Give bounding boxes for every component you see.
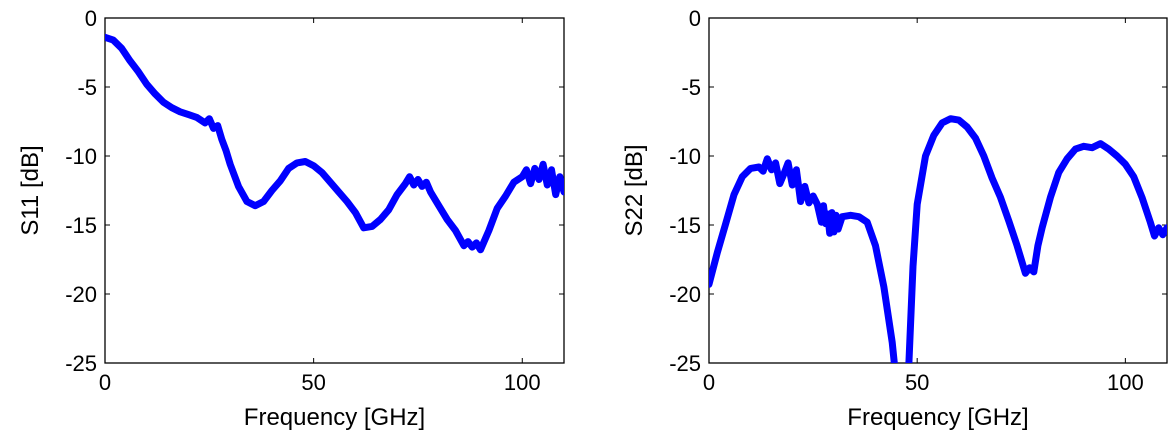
s22-y-tick-label-2: -10 (669, 144, 701, 169)
s22-series-line-0 (709, 115, 1167, 363)
s11-y-tick-label-4: -20 (65, 282, 97, 307)
s11-x-tick-label-1: 50 (301, 370, 325, 395)
s11-y-tick-label-0: 0 (85, 6, 97, 31)
s22-y-tick-label-0: 0 (689, 6, 701, 31)
s11-x-tick-label-2: 100 (504, 370, 541, 395)
s22-x-tick-label-2: 100 (1107, 370, 1144, 395)
s11-y-axis-label: S11 [dB] (17, 145, 44, 235)
s22-tick-marks (708, 17, 1167, 364)
s22-series-group (709, 115, 1167, 363)
s22-y-tick-label-1: -5 (681, 75, 701, 100)
s22-y-tick-label-3: -15 (669, 213, 701, 238)
s11-y-tick-label-3: -15 (65, 213, 97, 238)
s11-y-tick-label-1: -5 (77, 75, 97, 100)
s11-x-tick-label-0: 0 (99, 370, 111, 395)
s22-x-tick-label-1: 50 (905, 370, 929, 395)
s22-chart: 0 50 100 0 -5 -10 -15 -20 -25 Frequency [GHz] S2… (621, 6, 1168, 431)
s22-x-tick-label-0: 0 (703, 370, 715, 395)
s11-y-tick-label-5: -25 (65, 351, 97, 376)
s11-series-group (105, 33, 564, 254)
s22-x-axis-label: Frequency [GHz] (847, 404, 1028, 431)
s22-y-tick-label-5: -25 (669, 351, 701, 376)
s11-series-line-0 (105, 33, 564, 254)
s11-y-tick-label-2: -10 (65, 144, 97, 169)
s22-y-tick-label-4: -20 (669, 282, 701, 307)
s11-chart: 0 50 100 0 -5 -10 -15 -20 -25 Frequency [GHz] S1… (17, 6, 565, 431)
s11-x-axis-label: Frequency [GHz] (244, 404, 425, 431)
s22-y-axis-label: S22 [dB] (621, 144, 648, 236)
s22-plot-area (708, 17, 1168, 364)
s11-tick-marks (104, 17, 564, 364)
s11-tick-labels: 0 50 100 0 -5 -10 -15 -20 -25 (65, 6, 540, 395)
s22-tick-labels: 0 50 100 0 -5 -10 -15 -20 -25 (669, 6, 1144, 395)
